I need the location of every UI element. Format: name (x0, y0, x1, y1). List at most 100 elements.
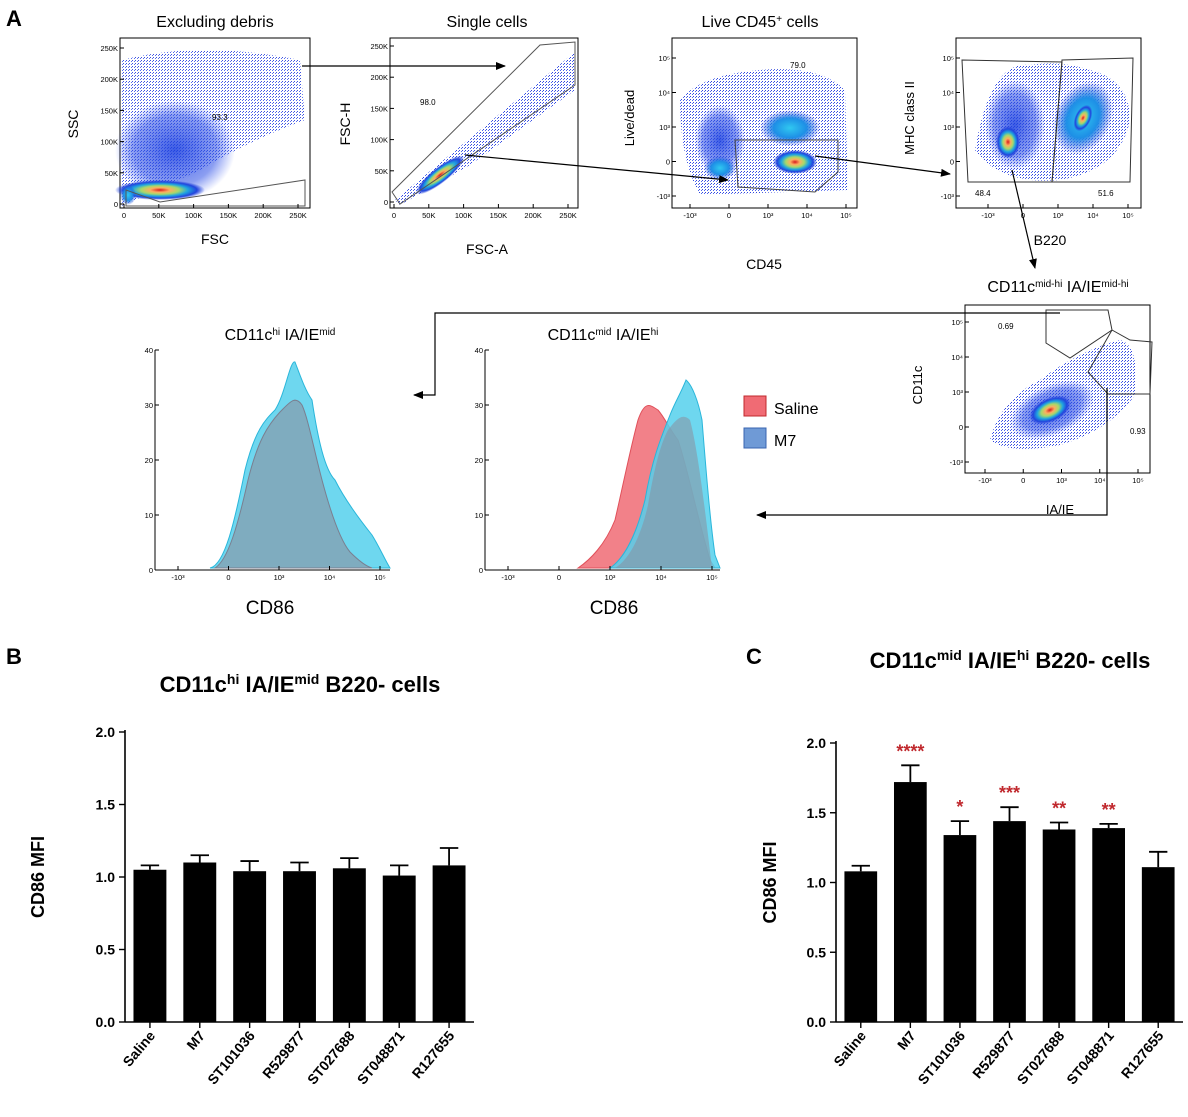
flow1-xticks: 0 50K 100K 150K 200K 250K (122, 204, 307, 220)
legend-m7-swatch (743, 427, 767, 449)
flow4-y-tick-label: -10³ (941, 192, 955, 201)
flow1-yticks: 0 50K 100K 150K 200K 250K (100, 44, 124, 209)
panel-label-a: A (6, 6, 22, 31)
chart-c-y-tick-label: 0.5 (807, 944, 827, 960)
flow5-y-tick-label: 10⁴ (951, 353, 963, 362)
flow5-y-tick-label: 0 (959, 423, 963, 432)
flow2-xlabel: FSC-A (466, 241, 509, 257)
flow5-xlabel: IA/IE (1046, 502, 1075, 517)
histogram-cd11c-mid: CD11cmid IA/IEhi CD86 -10³ 0 10³ 10⁴ 10⁵ 0 10… (475, 327, 721, 619)
hist1-saline-curve (213, 399, 373, 569)
hist2-y-tick-label: 40 (475, 346, 483, 355)
chart-b-bar-st027688 (332, 868, 366, 1022)
flow2-y-tick-label: 50K (375, 167, 388, 176)
flow3-y-tick-label: 0 (666, 158, 670, 167)
chart-b-bar-r127655 (432, 865, 466, 1022)
flow1-y-tick-label: 200K (100, 75, 118, 84)
flow2-x-tick-label: 100K (455, 211, 473, 220)
hist2-y-tick-label: 30 (475, 401, 483, 410)
hist1-x-tick-label: -10³ (171, 573, 185, 582)
hist1-x-tick-label: 0 (226, 573, 230, 582)
flow2-yticks: 0 50K 100K 150K 200K 250K (370, 42, 394, 207)
flow-plot-excluding-debris: Excluding debris 93.3 FSC SSC 0 50K 100K 15… (65, 14, 311, 247)
chart-c-ylabel: CD86 MFI (760, 841, 780, 923)
chart-b-y-tick-label: 2.0 (96, 724, 116, 740)
flow2-y-tick-label: 150K (370, 104, 388, 113)
flow2-x-tick-label: 0 (392, 211, 396, 220)
histogram-legend: Saline M7 (743, 395, 819, 450)
flow1-gate-value: 93.3 (212, 113, 228, 122)
chart-b-ylabel: CD86 MFI (28, 836, 48, 918)
flow3-gate-value: 79.0 (790, 61, 806, 70)
hist2-x-tick-label: 10⁵ (706, 573, 717, 582)
bar-chart-b: CD11chi IA/IEmid B220- cells 0.0 0.5 1.0 1.5… (28, 671, 474, 1087)
flow5-yticks: -10³ 0 10³ 10⁴ 10⁵ (950, 318, 969, 467)
flow2-ylabel: FSC-H (337, 103, 353, 146)
flow3-title: Live CD45+ cells (702, 14, 819, 32)
chart-b-y-tick-label: 1.5 (96, 797, 116, 813)
hist2-y-tick-label: 20 (475, 456, 483, 465)
flow1-y-tick-label: 150K (100, 106, 118, 115)
chart-c-bar-st101036 (943, 835, 977, 1022)
flow4-gate-right: 51.6 (1098, 189, 1114, 198)
flow1-ylabel: SSC (65, 110, 81, 139)
flow4-x-tick-label: 10⁵ (1122, 211, 1133, 220)
chart-c-bar-r529877 (993, 821, 1026, 1022)
chart-b-x-tick-label: R127655 (409, 1027, 458, 1081)
chart-c-significance: **** (896, 741, 924, 761)
chart-c-x-tick-label: ST048871 (1063, 1027, 1117, 1087)
flow-plot-cd11c-iaie: CD11cmid-hi IA/IEmid-hi 0.69 0.93 IA/IE … (910, 279, 1153, 517)
chart-b-bar-st048871 (382, 875, 416, 1022)
flow4-gate-left: 48.4 (975, 189, 991, 198)
chart-b-bar-saline (133, 869, 167, 1022)
bar-chart-c: CD11cmid IA/IEhi B220- cells 0.0 0.5 1.0 1.5… (760, 647, 1183, 1087)
chart-b-x-tick-label: ST027688 (304, 1027, 358, 1087)
flow4-y-tick-label: 10⁴ (942, 89, 954, 98)
flow3-y-tick-label: 10⁴ (658, 89, 670, 98)
flow1-y-tick-label: 100K (100, 138, 118, 147)
hist1-x-tick-label: 10⁴ (324, 573, 336, 582)
hist2-yticks: 0 10 20 30 40 (475, 346, 489, 575)
chart-b-y-tick-label: 0.5 (96, 942, 116, 958)
chart-c-y-tick-label: 1.5 (807, 805, 827, 821)
flow1-title: Excluding debris (156, 14, 273, 31)
flow-plot-single-cells: Single cells 98.0 FSC-A FSC-H 0 50K 100K 15… (337, 14, 579, 257)
flow2-x-tick-label: 250K (559, 211, 577, 220)
flow4-yticks: -10³ 0 10³ 10⁴ 10⁵ (941, 54, 960, 201)
hist2-y-tick-label: 0 (479, 566, 483, 575)
hist1-x-tick-label: 10³ (274, 573, 285, 582)
flow2-y-tick-label: 200K (370, 73, 388, 82)
flow1-x-tick-label: 150K (220, 211, 238, 220)
flow4-ylabel: MHC class II (902, 81, 917, 155)
flow2-y-tick-label: 100K (370, 136, 388, 145)
flow3-x-tick-label: 10³ (763, 211, 774, 220)
flow5-x-tick-label: 10³ (1056, 476, 1067, 485)
flow2-y-tick-label: 0 (384, 198, 388, 207)
hist2-x-tick-label: -10³ (501, 573, 515, 582)
hist1-y-tick-label: 40 (145, 346, 153, 355)
chart-c-significance: ** (1052, 799, 1066, 819)
flow5-x-tick-label: 10⁴ (1094, 476, 1106, 485)
chart-c-y-tick-label: 2.0 (807, 735, 827, 751)
legend-saline-swatch (743, 395, 767, 417)
hist1-xlabel: CD86 (246, 598, 295, 619)
flow5-gate-top: 0.69 (998, 322, 1014, 331)
flow1-x-tick-label: 0 (122, 211, 126, 220)
flow1-y-tick-label: 250K (100, 44, 118, 53)
chart-b-title: CD11chi IA/IEmid B220- cells (160, 671, 441, 697)
chart-c-significance: ** (1102, 800, 1116, 820)
flow3-x-tick-label: 0 (727, 211, 731, 220)
chart-b-x-tick-label: ST048871 (354, 1027, 408, 1087)
chart-c-x-tick-label: R529877 (969, 1027, 1018, 1081)
chart-b-bar-st101036 (233, 871, 267, 1022)
gating-arrows (302, 62, 1108, 519)
hist1-y-tick-label: 10 (145, 511, 153, 520)
chart-c-bar-r127655 (1141, 867, 1175, 1022)
chart-c-x-tick-label: Saline (830, 1027, 869, 1069)
chart-c-y-tick-label: 1.0 (807, 875, 827, 891)
flow1-x-tick-label: 250K (289, 211, 307, 220)
flow1-y-tick-label: 50K (105, 169, 118, 178)
legend-saline-label: Saline (774, 401, 819, 418)
flow2-y-tick-label: 250K (370, 42, 388, 51)
flow1-y-tick-label: 0 (114, 200, 118, 209)
